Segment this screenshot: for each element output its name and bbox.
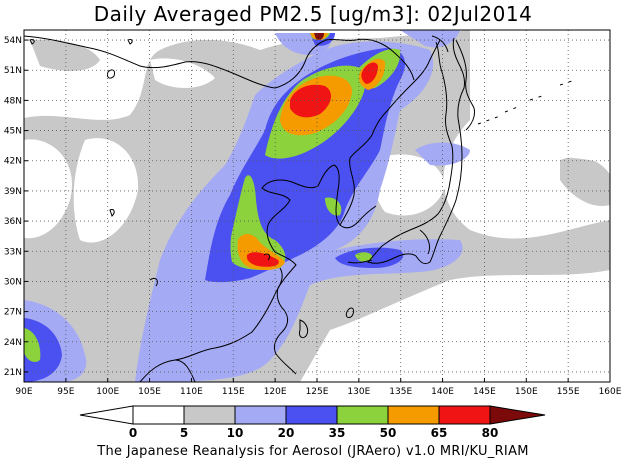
lon-tick-label: 125E — [306, 387, 329, 397]
colorbar-label: 65 — [431, 426, 448, 440]
colorbar-segment — [336, 405, 389, 425]
lat-tick-label: 36N — [4, 217, 22, 227]
lat-tick-label: 48N — [4, 96, 22, 106]
lat-tick-label: 39N — [4, 187, 22, 197]
lat-tick-label: 45N — [4, 127, 22, 137]
borders — [24, 35, 415, 382]
lat-tick-label: 21N — [4, 368, 22, 378]
lon-tick-label: 145E — [473, 387, 496, 397]
lon-tick-label: 100E — [96, 387, 119, 397]
lon-tick-label: 150E — [515, 387, 538, 397]
lon-tick-label: 95E — [57, 387, 74, 397]
colorbar-segment — [183, 405, 236, 425]
lon-tick-label: 115E — [222, 387, 245, 397]
credit-line: The Japanese Reanalysis for Aerosol (JRA… — [97, 444, 529, 459]
colorbar-label: 35 — [329, 426, 346, 440]
map-title: Daily Averaged PM2.5 [ug/m3]: 02Jul2014 — [93, 2, 533, 26]
colorbar-label: 0 — [129, 426, 137, 440]
lon-tick-label: 105E — [138, 387, 161, 397]
colorbar-max-arrow — [489, 405, 546, 425]
lat-tick-label: 30N — [4, 277, 22, 287]
lon-tick-label: 135E — [389, 387, 412, 397]
lon-tick-label: 130E — [347, 387, 370, 397]
coastlines — [139, 35, 576, 382]
graticule — [24, 30, 610, 382]
lat-tick-label: 54N — [4, 36, 22, 46]
colorbar-label: 80 — [482, 426, 499, 440]
lat-tick-label: 42N — [4, 157, 22, 167]
latitude-ticks: 21N 24N 27N 30N 33N 36N 39N 42N 45N 48N 51N 54N — [4, 36, 28, 378]
colorbar-label: 20 — [278, 426, 295, 440]
colorbar-label: 5 — [180, 426, 188, 440]
lon-tick-label: 110E — [180, 387, 203, 397]
lon-tick-label: 90E — [15, 387, 32, 397]
longitude-ticks: 90E 95E 100E 105E 110E 115E 120E 125E 130E 135E 14… — [15, 378, 622, 397]
lon-tick-label: 155E — [557, 387, 580, 397]
lat-tick-label: 33N — [4, 247, 22, 257]
colorbar-segment — [132, 405, 185, 425]
colorbar-min-arrow — [79, 405, 134, 425]
lat-tick-label: 24N — [4, 338, 22, 348]
lat-tick-label: 27N — [4, 308, 22, 318]
colorbar: 0 5 10 20 35 50 65 80 — [79, 405, 546, 440]
colorbar-segment — [438, 405, 491, 425]
colorbar-segment — [234, 405, 287, 425]
lon-tick-label: 120E — [264, 387, 287, 397]
lon-tick-label: 140E — [431, 387, 454, 397]
colorbar-label: 50 — [380, 426, 397, 440]
colorbar-label: 10 — [227, 426, 244, 440]
lon-tick-label: 160E — [599, 387, 622, 397]
colorbar-segment — [387, 405, 440, 425]
lat-tick-label: 51N — [4, 66, 22, 76]
colorbar-segment — [285, 405, 338, 425]
